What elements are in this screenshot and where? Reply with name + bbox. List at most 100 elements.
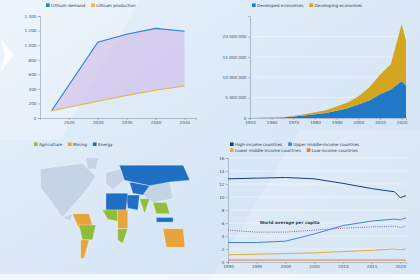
legend-label: Developed economies	[257, 3, 303, 8]
tick-mark	[38, 45, 40, 46]
tick-label: 4	[222, 234, 225, 239]
tick-label: 2035	[122, 120, 133, 125]
tick-mark	[226, 171, 228, 172]
tick-label: 2	[222, 247, 225, 252]
tick-label: 2030	[93, 120, 104, 125]
tick-label: 2045	[180, 120, 191, 125]
legend-swatch	[68, 142, 72, 146]
tick: 2040	[151, 118, 162, 125]
tick: 1 200	[25, 28, 41, 33]
legend-swatch	[307, 148, 311, 152]
legend-label: Developing economies	[314, 3, 362, 8]
grid-line	[228, 197, 406, 198]
region	[118, 229, 128, 244]
x-axis: 19501960197019801990200020102020	[245, 118, 408, 125]
legend-label: Lithium production	[96, 3, 136, 8]
y-axis: 0246810121416	[219, 156, 228, 265]
axis-line	[38, 17, 41, 119]
tick-label: 1950	[245, 120, 256, 125]
tick-label: 16	[219, 156, 225, 161]
grid-line	[250, 36, 406, 37]
tick: 2005	[309, 262, 320, 269]
x-axis: 2025 2030 2035 2040 2045	[41, 118, 197, 125]
tick-mark	[226, 158, 228, 159]
legend-swatch	[230, 142, 234, 146]
tick-label: 1995	[252, 264, 263, 269]
tick-label: 2010	[375, 120, 386, 125]
tick-label: 6	[222, 221, 225, 226]
tick: 12	[219, 182, 228, 187]
tick: 14	[219, 169, 228, 174]
tick-label: 10	[219, 195, 225, 200]
legend-item: Lithium demand	[46, 3, 86, 8]
legend-swatch	[252, 3, 256, 7]
tick-label: 10 000 000	[223, 75, 247, 80]
tick-label: 1990	[332, 120, 343, 125]
tick: 2010	[338, 262, 349, 269]
background	[0, 0, 420, 280]
tick: 10	[219, 195, 228, 200]
axis-line	[248, 17, 251, 119]
legend-label: Upper middle-income countries	[293, 142, 359, 147]
tick-label: 0	[34, 116, 37, 121]
land	[86, 158, 99, 169]
tick-mark	[248, 36, 250, 37]
land	[40, 163, 95, 217]
tick-label: 2020	[395, 264, 406, 269]
tick: 2010	[375, 118, 386, 125]
tick-mark	[248, 118, 250, 119]
tick: 20 000 000	[223, 34, 250, 39]
land	[62, 214, 72, 221]
tick: 1 400	[25, 14, 41, 19]
tick: 2035	[122, 118, 133, 125]
tick-mark	[226, 249, 228, 250]
tick: 2000	[281, 262, 292, 269]
legend-label: Agriculture	[39, 142, 62, 147]
tick-mark	[38, 74, 40, 75]
tick-mark	[38, 31, 40, 32]
tick: 2015	[367, 262, 378, 269]
region	[106, 193, 128, 210]
tick: 8	[222, 208, 228, 213]
region	[156, 217, 173, 222]
y-axis: 02004006008001 0001 2001 400	[25, 14, 41, 121]
tick-label: 1 200	[25, 28, 37, 33]
legend-label: Lithium demand	[51, 3, 86, 8]
series-line	[228, 249, 406, 255]
series-line	[228, 260, 406, 261]
legend: High-income countriesUpper middle-income…	[230, 142, 359, 153]
tick: 15 000 000	[223, 55, 250, 60]
tick-label: 2010	[338, 264, 349, 269]
tick-mark	[248, 57, 250, 58]
tick-mark	[226, 223, 228, 224]
legend-item: Agriculture	[34, 142, 62, 147]
region	[79, 225, 96, 240]
tick: 600	[29, 72, 41, 77]
legend: Developed economies Developing economies	[252, 3, 362, 8]
canvas: 02004006008001 0001 2001 400202520302035…	[0, 0, 420, 280]
region	[129, 182, 149, 195]
region	[81, 240, 89, 259]
legend-item: Lithium production	[91, 3, 136, 8]
tick-label: 12	[219, 182, 225, 187]
series-line	[52, 86, 185, 111]
tick: 2025	[64, 118, 75, 125]
tick: 1960	[267, 118, 278, 125]
background-band	[210, 130, 420, 280]
tick: 4	[222, 234, 228, 239]
legend-label: Energy	[98, 142, 113, 147]
annotation: World average per capita	[260, 220, 320, 225]
tick: 2000	[353, 118, 364, 125]
tick-mark	[226, 210, 228, 211]
tick-label: 1960	[267, 120, 278, 125]
grid-line	[250, 56, 406, 57]
tick-mark	[226, 262, 228, 263]
tick-mark	[38, 103, 40, 104]
series-line	[228, 178, 406, 198]
tick-label: 8	[222, 208, 225, 213]
bottom-strip	[0, 274, 420, 280]
region	[163, 229, 185, 248]
tick: 1970	[288, 118, 299, 125]
tick-label: 1980	[310, 120, 321, 125]
legend-item: Energy	[93, 142, 113, 147]
